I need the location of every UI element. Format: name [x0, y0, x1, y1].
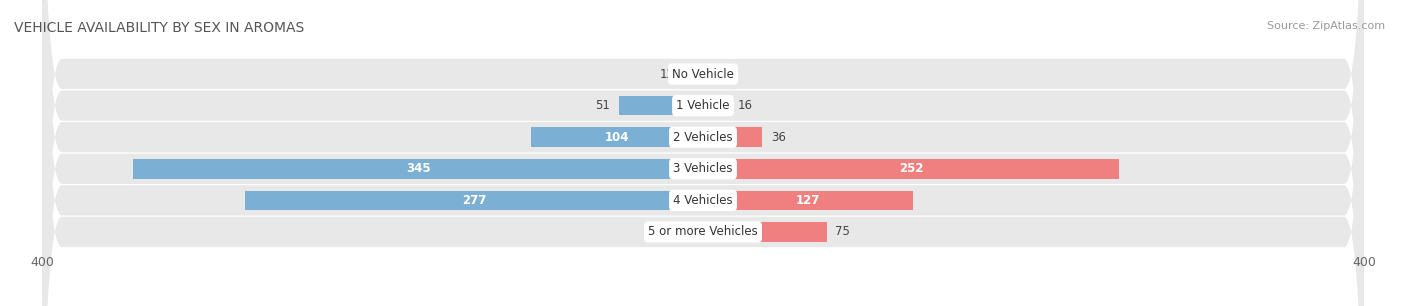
- Text: 36: 36: [770, 131, 786, 144]
- Text: 252: 252: [898, 162, 924, 175]
- Bar: [703, 191, 912, 210]
- Text: VEHICLE AVAILABILITY BY SEX IN AROMAS: VEHICLE AVAILABILITY BY SEX IN AROMAS: [14, 21, 304, 35]
- FancyBboxPatch shape: [42, 0, 1364, 306]
- Bar: [134, 159, 703, 179]
- Bar: [703, 222, 827, 242]
- Bar: [703, 159, 1119, 179]
- FancyBboxPatch shape: [42, 0, 1364, 306]
- Bar: [683, 64, 703, 84]
- Text: 75: 75: [835, 226, 851, 238]
- FancyBboxPatch shape: [42, 0, 1364, 306]
- Bar: [703, 127, 762, 147]
- FancyBboxPatch shape: [42, 0, 1364, 306]
- Text: Source: ZipAtlas.com: Source: ZipAtlas.com: [1267, 21, 1385, 32]
- Text: 104: 104: [605, 131, 630, 144]
- Legend: Male, Female: Male, Female: [634, 305, 772, 306]
- Bar: [703, 96, 730, 115]
- Text: 51: 51: [596, 99, 610, 112]
- Bar: [619, 96, 703, 115]
- Text: 2 Vehicles: 2 Vehicles: [673, 131, 733, 144]
- Bar: [246, 191, 703, 210]
- Text: 5 or more Vehicles: 5 or more Vehicles: [648, 226, 758, 238]
- Text: 12: 12: [659, 68, 675, 80]
- Text: 1 Vehicle: 1 Vehicle: [676, 99, 730, 112]
- FancyBboxPatch shape: [42, 0, 1364, 306]
- Text: 16: 16: [738, 99, 752, 112]
- Text: 20: 20: [647, 226, 662, 238]
- Bar: [531, 127, 703, 147]
- Text: 127: 127: [796, 194, 820, 207]
- Text: 3 Vehicles: 3 Vehicles: [673, 162, 733, 175]
- FancyBboxPatch shape: [42, 0, 1364, 306]
- Text: 4 Vehicles: 4 Vehicles: [673, 194, 733, 207]
- Text: 345: 345: [406, 162, 430, 175]
- Bar: [669, 222, 703, 242]
- Text: No Vehicle: No Vehicle: [672, 68, 734, 80]
- Text: 0: 0: [711, 68, 718, 80]
- Text: 277: 277: [463, 194, 486, 207]
